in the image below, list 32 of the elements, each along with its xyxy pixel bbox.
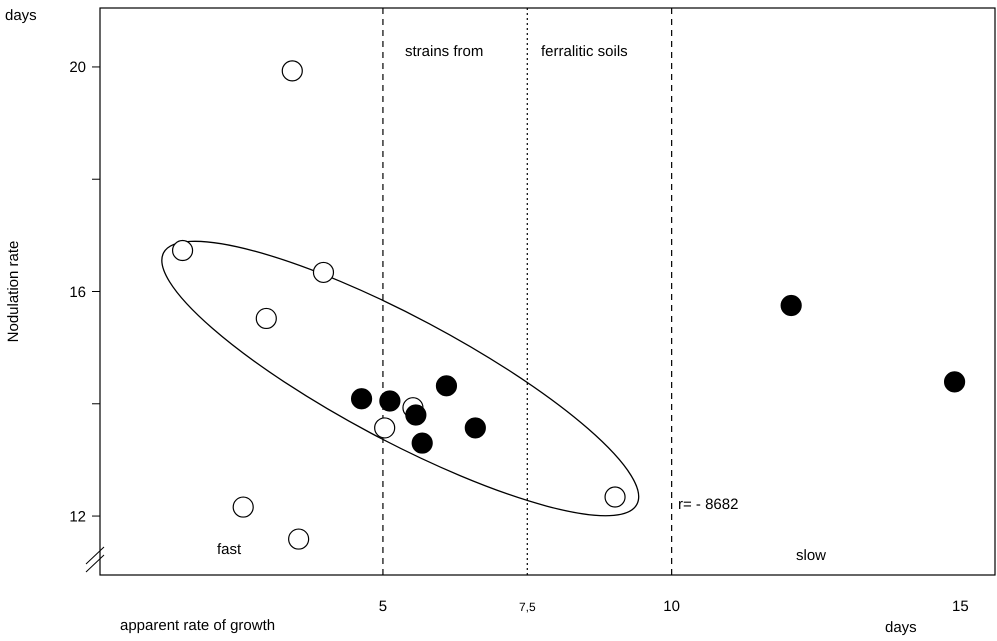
x-axis-title: apparent rate of growth <box>120 617 276 634</box>
point <box>436 375 458 396</box>
point <box>944 371 966 392</box>
point <box>232 496 254 518</box>
text: days <box>5 7 37 24</box>
x-tick-label: 5 <box>378 598 388 615</box>
point <box>780 294 802 316</box>
x-tick-label: 10 <box>663 598 680 615</box>
point <box>464 417 486 439</box>
annotation: strains from <box>405 43 484 60</box>
point <box>350 388 372 410</box>
point <box>172 240 194 262</box>
y-axis-title: Nodulation rate <box>5 240 22 342</box>
point <box>374 417 396 439</box>
y-tick-label: 12 <box>69 508 86 526</box>
point <box>288 528 310 550</box>
point <box>412 432 433 454</box>
point <box>312 262 334 284</box>
x-tick-label: 15 <box>952 598 969 615</box>
annotation: ferralitic soils <box>541 43 628 60</box>
text: days <box>885 619 917 636</box>
annotation: r= - 8682 <box>678 496 738 513</box>
y-tick-label: 16 <box>69 284 86 301</box>
x-tick-label: 7,5 <box>518 600 536 614</box>
point <box>379 390 400 412</box>
point <box>405 404 426 426</box>
point <box>282 60 303 82</box>
annotation: fast <box>217 541 242 558</box>
point <box>604 486 626 508</box>
y-tick-label: 20 <box>69 59 86 76</box>
point <box>256 308 277 330</box>
annotation: slow <box>796 547 826 564</box>
